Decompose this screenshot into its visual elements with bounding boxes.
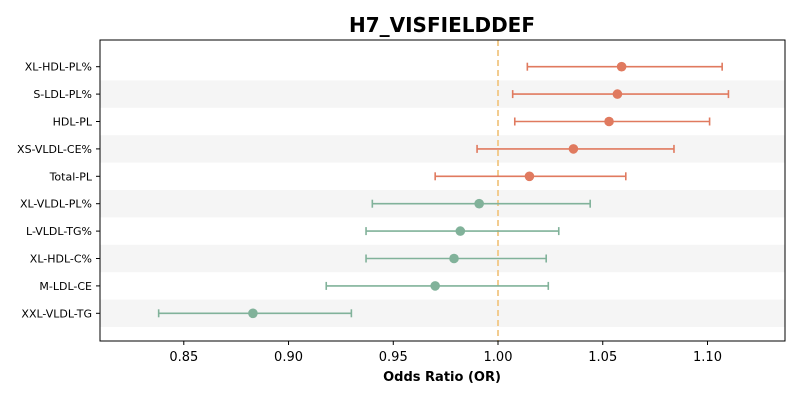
plot-frame: [99, 39, 786, 342]
forest-row: [365, 226, 560, 236]
y-tick-label: Total-PL: [49, 170, 93, 183]
y-tick-label: XL-VLDL-PL%: [20, 198, 92, 211]
odds-ratio-point: [455, 226, 466, 236]
odds-ratio-point: [568, 144, 579, 154]
y-tick-label: XXL-VLDL-TG: [21, 307, 92, 320]
forest-row: [513, 116, 711, 127]
chart-title: H7_VISFIELDDEF: [349, 13, 535, 37]
y-tick-label: HDL-PL: [53, 116, 93, 129]
x-tick-label: 0.90: [274, 350, 303, 365]
x-tick-label: 0.95: [379, 350, 408, 365]
x-axis-ticks: 0.85 0.90 0.95 1.00 1.05 1.10: [169, 341, 722, 365]
forest-row: [526, 61, 723, 72]
y-tick-label: XL-HDL-C%: [30, 253, 92, 266]
y-tick-label: XS-VLDL-CE%: [17, 143, 92, 156]
x-tick-label: 1.10: [693, 350, 722, 365]
odds-ratio-point: [474, 198, 484, 209]
odds-ratio-point: [616, 61, 627, 72]
x-tick-label: 0.85: [169, 350, 198, 365]
odds-ratio-point: [604, 116, 614, 127]
forest-row: [157, 308, 353, 319]
x-axis-label: Odds Ratio (OR): [383, 370, 501, 385]
x-tick-label: 1.05: [588, 350, 617, 365]
x-tick-label: 1.00: [484, 350, 513, 365]
forest-row: [325, 281, 550, 291]
y-axis-ticks: XL-HDL-PL% S-LDL-PL% HDL-PL XS-VLDL-CE% Tota…: [17, 61, 100, 320]
odds-ratio-point: [449, 253, 459, 264]
forest-row: [434, 171, 627, 182]
y-tick-label: S-LDL-PL%: [33, 88, 92, 101]
forest-row: [511, 89, 730, 99]
forest-row: [365, 253, 547, 264]
row-band: [100, 135, 785, 163]
y-tick-label: XL-HDL-PL%: [25, 61, 92, 74]
odds-ratio-point: [524, 171, 535, 182]
y-tick-label: M-LDL-CE: [39, 280, 92, 293]
forest-row: [371, 198, 591, 209]
y-tick-label: L-VLDL-TG%: [26, 225, 92, 238]
forest-row: [476, 144, 675, 154]
odds-ratio-point: [248, 308, 258, 319]
odds-ratio-point: [430, 281, 440, 291]
odds-ratio-point: [612, 89, 623, 99]
data-rows: [157, 61, 730, 319]
